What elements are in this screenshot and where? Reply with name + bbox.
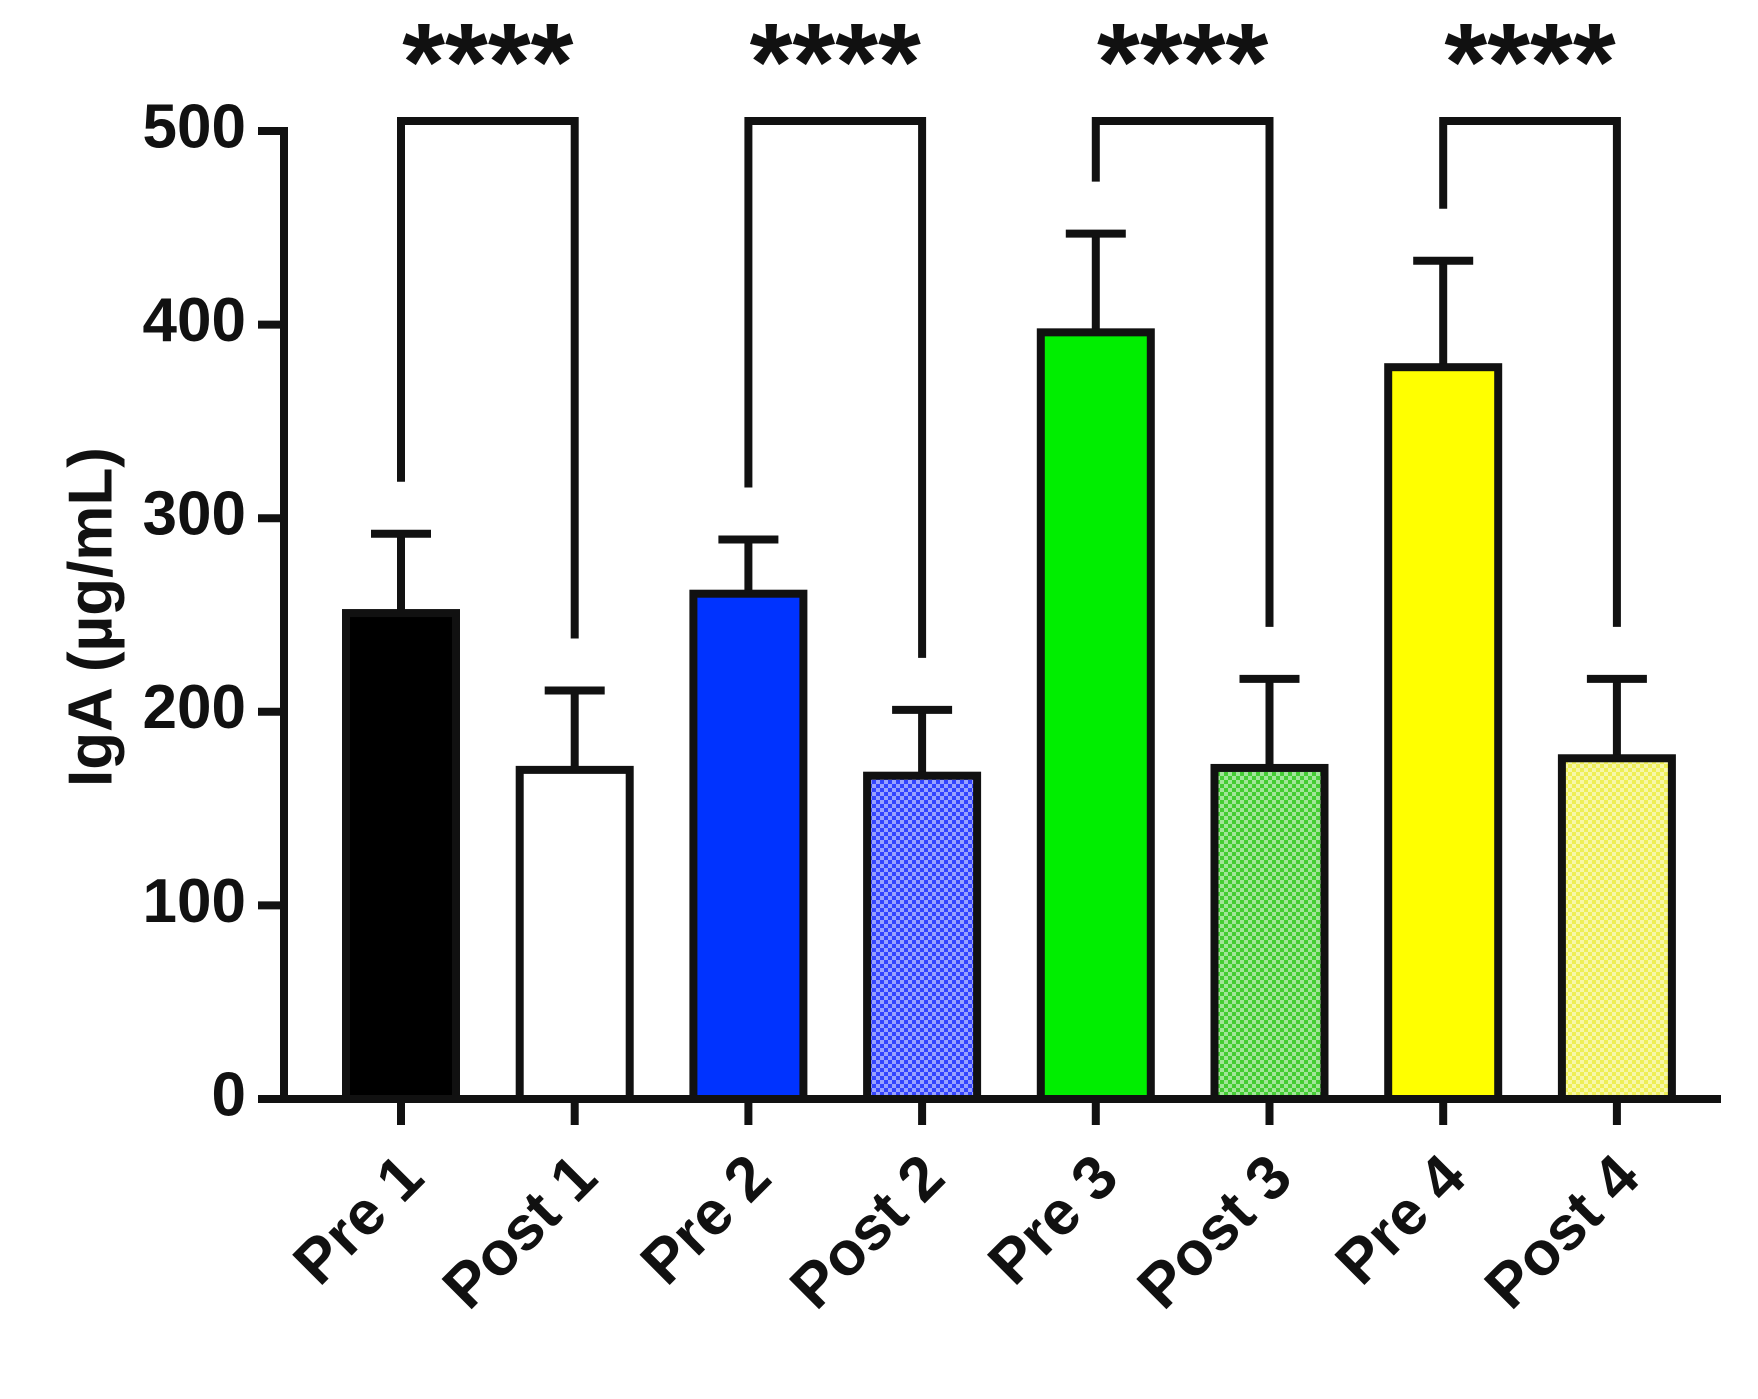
x-tick-label: Post 1	[430, 1142, 610, 1322]
y-tick-label: 200	[143, 673, 246, 742]
significance-label: ****	[750, 1, 921, 124]
significance-label: ****	[1444, 1, 1615, 124]
significance-label: ****	[402, 1, 573, 124]
x-tick-label: Post 4	[1472, 1141, 1653, 1322]
y-tick-label: 300	[143, 480, 246, 549]
y-tick-label: 100	[143, 867, 246, 936]
x-tick-label: Post 2	[777, 1142, 957, 1322]
bar	[1036, 328, 1155, 1103]
significance-bracket	[397, 117, 579, 639]
y-tick-label: 400	[143, 286, 246, 355]
bar	[689, 589, 808, 1103]
significance-bracket	[1439, 117, 1621, 627]
bar	[1210, 763, 1329, 1103]
bar	[1557, 754, 1676, 1103]
significance-bracket	[1091, 117, 1274, 627]
significance-label: ****	[1097, 1, 1268, 124]
bar	[515, 765, 634, 1103]
bar	[863, 771, 982, 1103]
x-tick-label: Pre 1	[280, 1142, 436, 1298]
x-tick-label: Pre 2	[628, 1142, 784, 1298]
x-tick-label: Pre 4	[1323, 1141, 1479, 1297]
y-axis-label: IgA (µg/mL)	[56, 447, 125, 787]
x-tick-label: Post 3	[1125, 1142, 1305, 1322]
significance-bracket	[744, 117, 927, 658]
bar	[1384, 363, 1503, 1103]
y-tick-label: 0	[212, 1060, 246, 1129]
bar	[342, 609, 460, 1104]
y-tick-label: 500	[143, 92, 246, 161]
x-tick-label: Pre 3	[975, 1142, 1131, 1298]
